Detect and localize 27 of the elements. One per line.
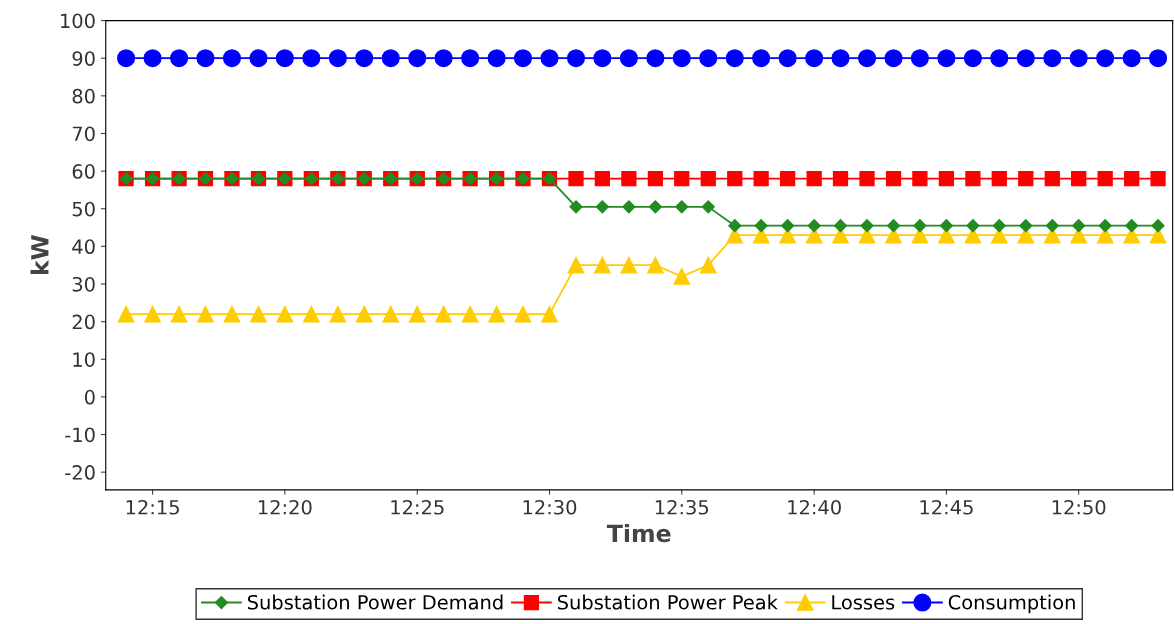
legend-label: Consumption: [948, 594, 1075, 614]
x-tick-label: 12:25: [391, 499, 444, 515]
y-tick-label: 100: [61, 13, 95, 29]
y-tick-label: 80: [72, 88, 95, 104]
x-tick-label: 12:20: [258, 499, 312, 515]
x-tick-label: 12:15: [126, 499, 179, 515]
x-tick-label: 12:30: [523, 499, 577, 515]
y-tick-label: 50: [72, 201, 95, 217]
x-tick-label: 12:40: [788, 499, 841, 515]
legend-label: Losses: [832, 595, 895, 610]
x-axis-title: Time: [606, 523, 671, 543]
y-axis-title: kW: [30, 235, 49, 275]
y-tick-label: 10: [73, 352, 95, 367]
legend-label: Substation Power Peak: [557, 594, 778, 610]
x-tick-label: 12:50: [1052, 499, 1106, 515]
y-tick-label: 30: [72, 276, 95, 292]
y-tick-label: 90: [72, 51, 95, 66]
y-tick-label: 40: [72, 239, 95, 255]
y-tick-label: 20: [72, 314, 95, 330]
y-tick-label: 60: [72, 164, 95, 179]
y-tick-label: 70: [72, 126, 95, 142]
x-tick-label: 12:45: [920, 499, 973, 515]
legend-label: Substation Power Demand: [247, 594, 503, 610]
y-tick-label: 0: [84, 389, 95, 405]
y-tick-label: -20: [65, 465, 95, 480]
x-tick-label: 12:35: [655, 499, 709, 515]
y-tick-label: -10: [65, 427, 95, 443]
